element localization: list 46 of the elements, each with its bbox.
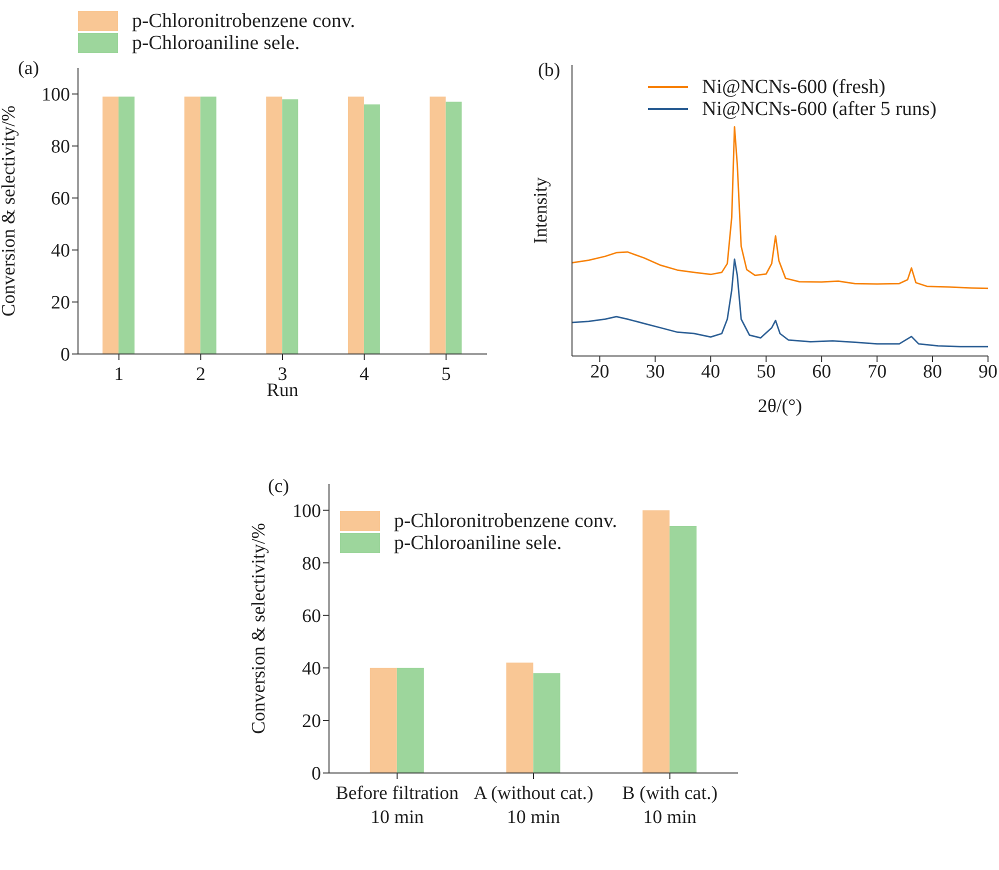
- y-tick-label: 60: [302, 606, 321, 628]
- x-tick-label: 50: [756, 361, 776, 382]
- bar: [533, 673, 560, 773]
- legend-label: Ni@NCNs-600 (fresh): [702, 76, 886, 98]
- x-tick-label: 20: [590, 361, 610, 382]
- y-tick-label: 100: [42, 84, 70, 106]
- y-tick-label: 80: [51, 136, 70, 158]
- x-tick-label: Before filtration 10 min: [336, 783, 460, 828]
- x-tick-label: 60: [812, 361, 832, 382]
- bar: [670, 526, 697, 773]
- text: (c): [268, 476, 290, 498]
- y-tick-label: 20: [302, 711, 321, 732]
- x-tick-label: 1: [114, 364, 124, 385]
- y-tick-label: 40: [51, 240, 70, 262]
- y-axis-title: Conversion & selectivity/%: [248, 522, 270, 734]
- y-tick-label: 20: [51, 292, 70, 314]
- x-tick-label: 80: [923, 361, 942, 382]
- text: (b): [538, 60, 560, 82]
- text: (a): [18, 58, 40, 80]
- x-axis-title: 2θ/(°): [758, 396, 802, 417]
- x-tick-label: A (without cat.) 10 min: [474, 783, 594, 828]
- y-tick-label: 60: [51, 188, 70, 210]
- y-tick-label: 0: [60, 344, 70, 366]
- x-tick-label: 2: [196, 364, 206, 385]
- y-axis-title: Conversion & selectivity/%: [0, 105, 20, 317]
- x-tick-label: 5: [441, 364, 451, 385]
- y-tick-label: 80: [302, 554, 321, 575]
- y-axis-title: Intensity: [530, 176, 552, 244]
- bar: [642, 510, 670, 773]
- legend-label: p-Chloronitrobenzene conv.: [132, 10, 356, 32]
- bar: [506, 662, 534, 773]
- x-tick-label: 90: [978, 361, 998, 382]
- x-tick-label: 70: [868, 361, 887, 382]
- legend-label: p-Chloroaniline sele.: [132, 32, 300, 54]
- legend-label: Ni@NCNs-600 (after 5 runs): [702, 98, 936, 120]
- x-tick-label: 30: [646, 361, 665, 382]
- y-tick-label: 40: [302, 658, 321, 680]
- legend-label: p-Chloronitrobenzene conv.: [394, 510, 618, 532]
- bar: [370, 668, 397, 773]
- y-tick-label: 0: [312, 764, 321, 785]
- legend-label: p-Chloroaniline sele.: [394, 532, 562, 554]
- x-tick-label: 40: [701, 361, 720, 382]
- bar: [396, 668, 424, 773]
- x-tick-label: 4: [360, 364, 370, 385]
- y-tick-label: 100: [292, 501, 321, 522]
- x-tick-label: B (with cat.) 10 min: [622, 783, 718, 828]
